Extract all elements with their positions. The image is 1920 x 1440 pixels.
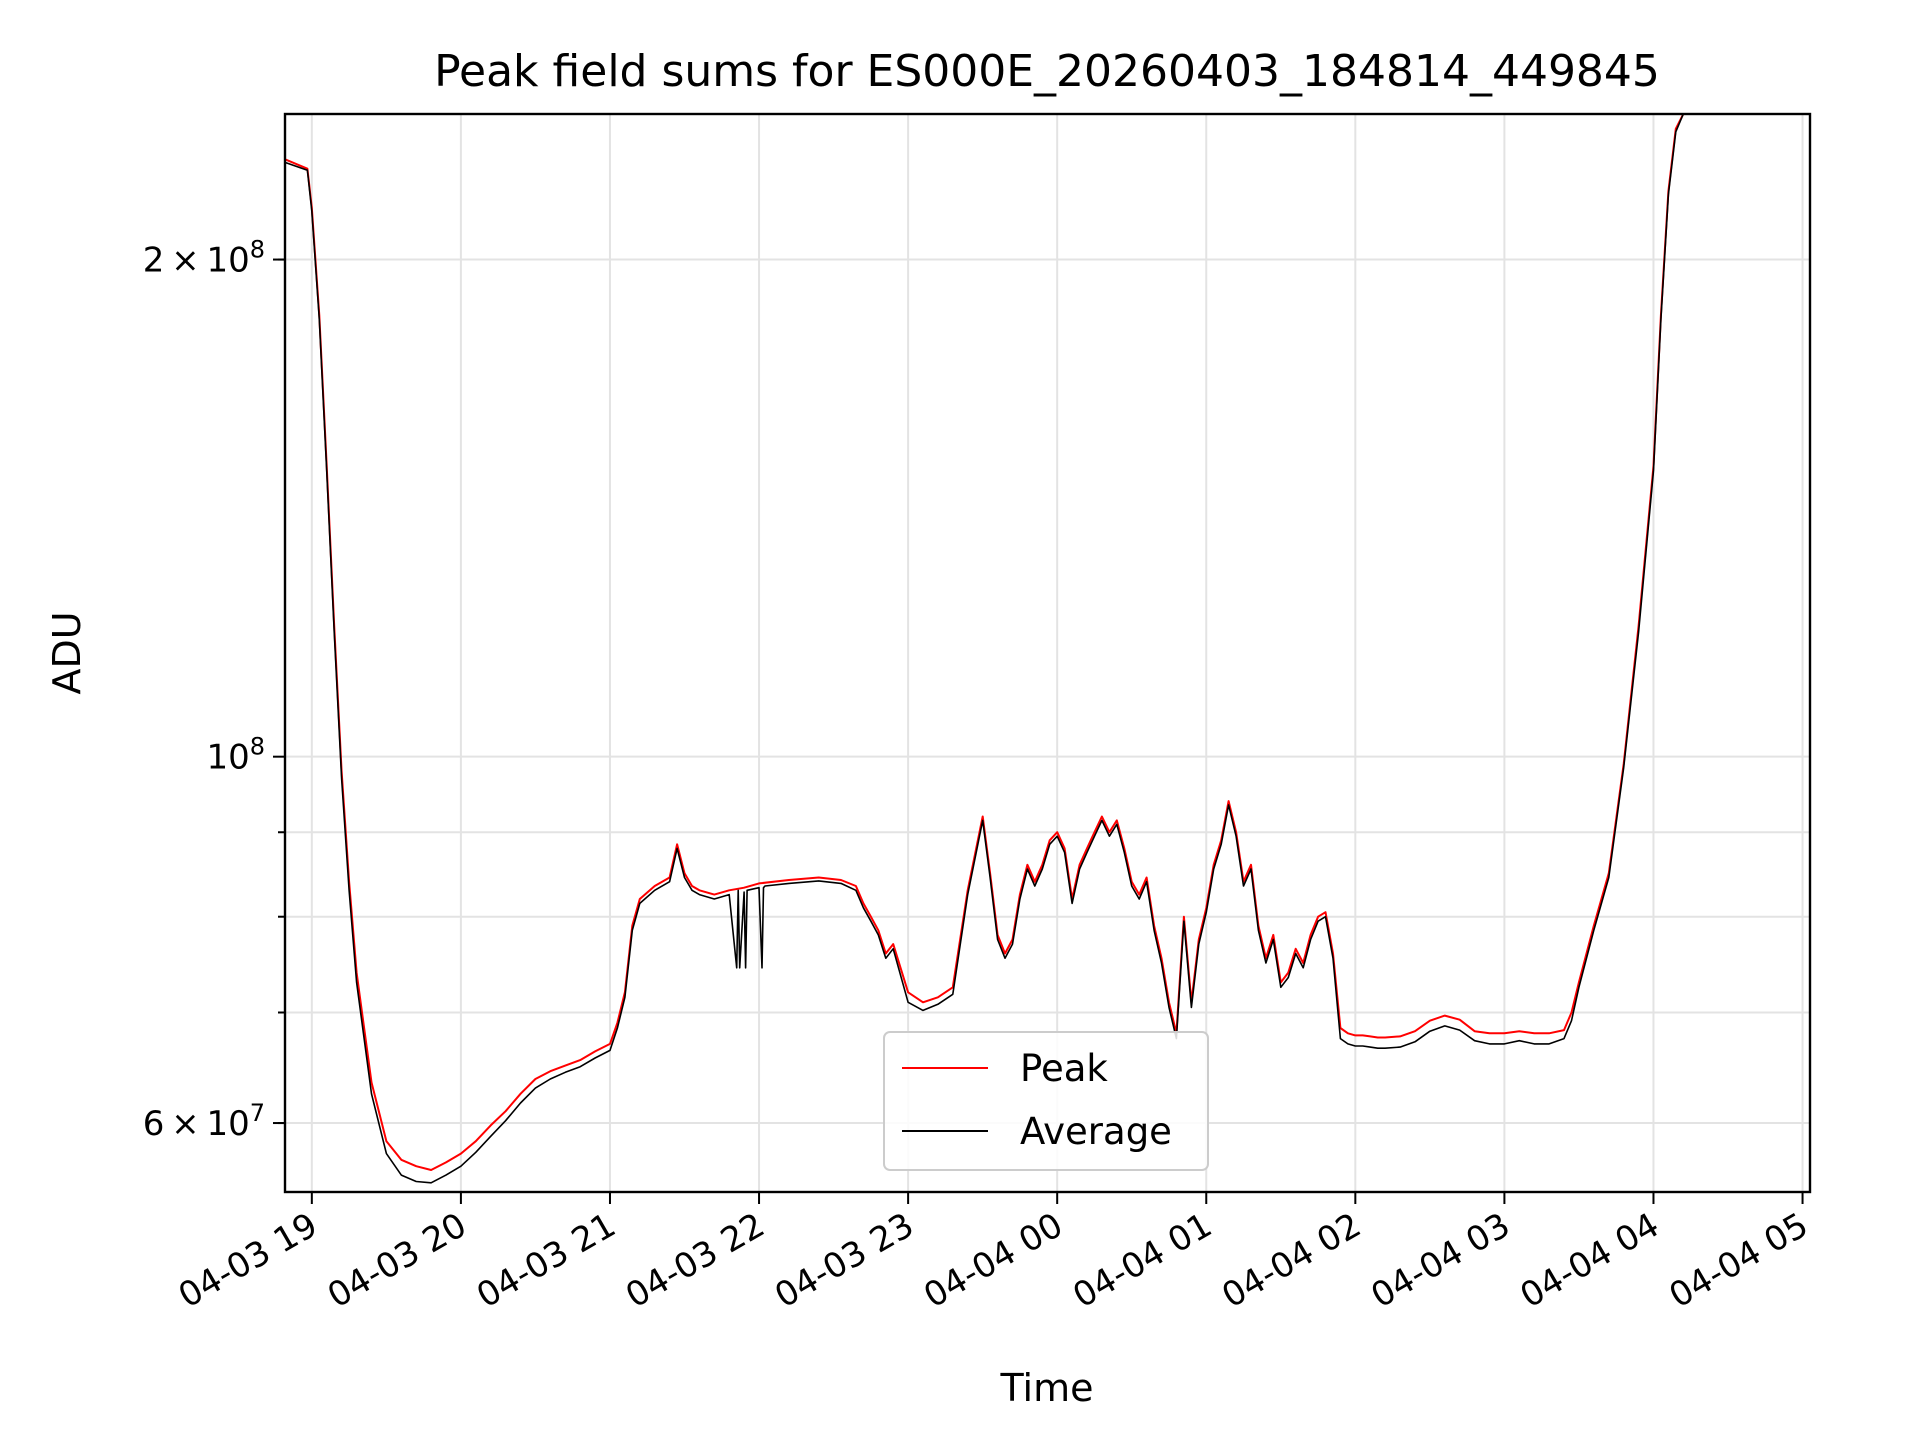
legend-peak-label: Peak <box>1020 1047 1108 1090</box>
series-average-line <box>285 114 1706 1184</box>
x-axis-label: Time <box>1000 1366 1094 1410</box>
chart-title: Peak field sums for ES000E_20260403_1848… <box>434 46 1660 97</box>
y-axis: 108 2 × 108 6 × 107 <box>143 236 285 1144</box>
legend-box <box>883 1031 1209 1171</box>
legend-average-label: Average <box>1020 1110 1172 1153</box>
plot-frame <box>283 112 1812 1194</box>
grid-layer <box>285 114 1810 1192</box>
y-tick-label: 108 <box>206 733 265 778</box>
legend: Peak Average <box>883 1031 1209 1171</box>
y-axis-label: ADU <box>45 611 89 694</box>
series-layer <box>285 114 1706 1184</box>
series-peak-line <box>285 114 1706 1171</box>
y-tick-label: 2 × 108 <box>143 236 265 281</box>
y-tick-label: 6 × 107 <box>143 1099 265 1144</box>
